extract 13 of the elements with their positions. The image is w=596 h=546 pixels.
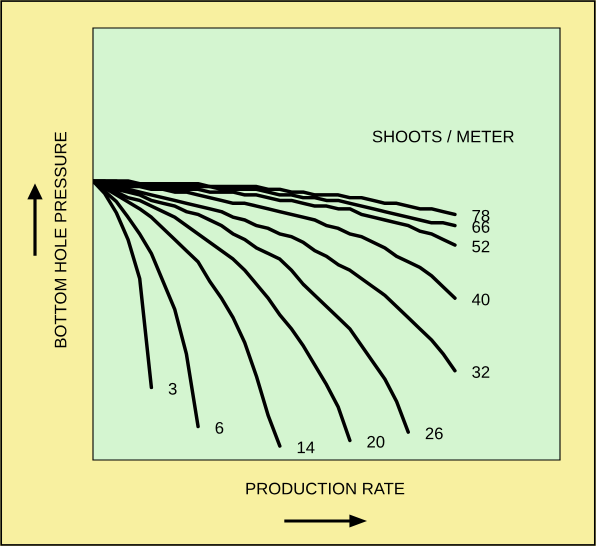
series-label: 6 (216, 422, 224, 434)
series-label: 32 (472, 366, 490, 378)
series-label: 78 (472, 210, 490, 222)
x-axis-title: PRODUCTION RATE (246, 482, 404, 494)
series-label: 20 (367, 436, 384, 448)
series-label: 40 (472, 294, 490, 306)
series-label: 52 (472, 240, 490, 252)
text: SHOOTS / METER (372, 130, 514, 142)
y-axis-title: BOTTOM HOLE PRESSURE (54, 132, 66, 348)
series-label: 14 (298, 442, 315, 454)
series-label: 26 (426, 428, 443, 440)
series-label: 66 (472, 221, 490, 233)
series-label: 3 (168, 382, 177, 395)
